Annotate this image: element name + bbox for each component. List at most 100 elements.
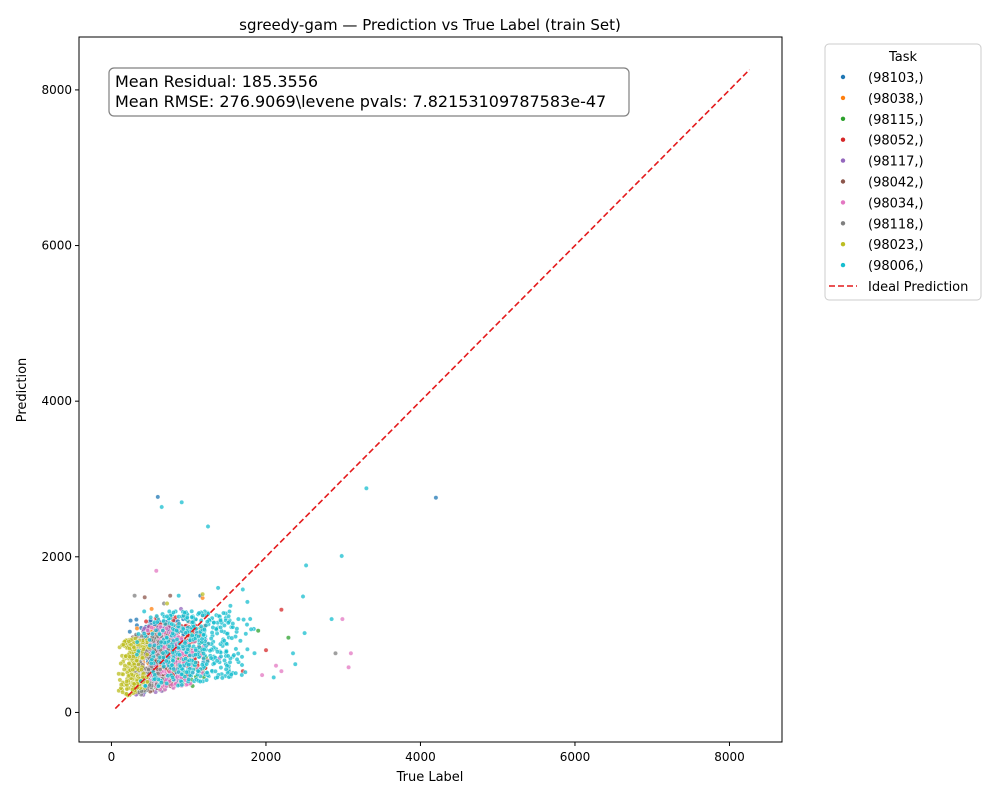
data-point [146,667,152,672]
data-point [151,642,157,648]
chart-title: sgreedy-gam — Prediction vs True Label (… [239,16,621,34]
data-point [149,657,155,662]
data-point [223,649,229,655]
data-point [193,647,199,653]
data-point [233,646,239,652]
data-point [190,670,196,675]
data-point [153,628,159,633]
data-point [243,631,249,637]
data-point [163,658,169,664]
data-point [132,593,138,599]
data-point [171,610,176,615]
data-point [157,631,162,637]
data-point [207,648,213,654]
data-point [189,633,195,638]
legend-marker [840,221,846,226]
data-point [170,631,176,636]
data-point [124,686,130,692]
data-point [155,494,161,500]
data-point [141,609,147,614]
legend-marker [840,116,846,122]
data-point [156,645,161,650]
data-point [244,599,250,605]
data-point [333,650,338,656]
data-point [248,626,254,632]
scatter-points [116,485,439,698]
data-point [211,620,217,625]
data-point [118,682,124,688]
data-point [134,658,140,664]
data-point [189,608,195,614]
data-point [278,607,284,613]
data-point [208,655,214,661]
data-point [170,658,176,664]
data-point [329,616,334,622]
data-point [166,644,172,649]
data-point [180,644,186,649]
data-point [225,653,231,659]
data-point [134,626,140,631]
data-point [136,631,141,637]
data-point [147,637,153,643]
data-point [126,639,132,644]
data-point [198,624,204,629]
data-point [150,649,156,655]
data-point [339,616,345,622]
data-point [204,619,210,625]
legend-label: (98006,) [868,259,924,274]
data-point [170,674,176,680]
data-point [195,634,201,639]
data-point [127,629,133,635]
data-point [142,594,148,600]
legend-label: (98118,) [868,217,924,232]
data-point [263,647,269,653]
data-point [142,683,148,689]
data-point [160,650,166,656]
data-point [129,687,135,692]
data-point [183,630,189,636]
y-tick-label: 6000 [41,239,72,253]
data-point [179,682,185,688]
data-point [273,663,279,669]
x-axis-label: True Label [396,770,464,785]
data-point [234,657,240,662]
legend-marker [840,242,846,247]
legend-marker [840,200,846,205]
data-point [290,650,296,656]
data-point [134,652,140,657]
x-tick-label: 4000 [405,750,436,764]
data-point [200,612,206,618]
data-point [235,616,241,622]
data-point [120,671,126,677]
legend-label: (98023,) [868,238,924,253]
data-point [164,635,170,640]
data-point [179,671,185,677]
data-point [235,651,241,656]
data-point [239,662,245,668]
data-point [118,661,124,666]
data-point [157,667,163,672]
legend-label: (98034,) [868,196,924,211]
x-tick-label: 8000 [714,750,745,764]
data-point [152,676,158,682]
data-point [259,672,265,678]
x-tick-label: 0 [108,750,116,764]
data-point [240,587,246,592]
data-point [228,672,234,678]
legend-label: (98038,) [868,92,924,107]
data-point [158,639,164,645]
series-9-points [134,485,369,689]
data-point [164,681,170,686]
data-point [126,673,131,679]
data-point [205,524,211,529]
data-point [208,636,214,641]
data-point [363,485,369,491]
data-point [224,631,230,637]
data-point [141,631,147,636]
data-point [233,670,239,676]
data-point [134,639,140,645]
data-point [189,614,195,620]
data-point [193,660,199,665]
data-point [252,650,257,656]
